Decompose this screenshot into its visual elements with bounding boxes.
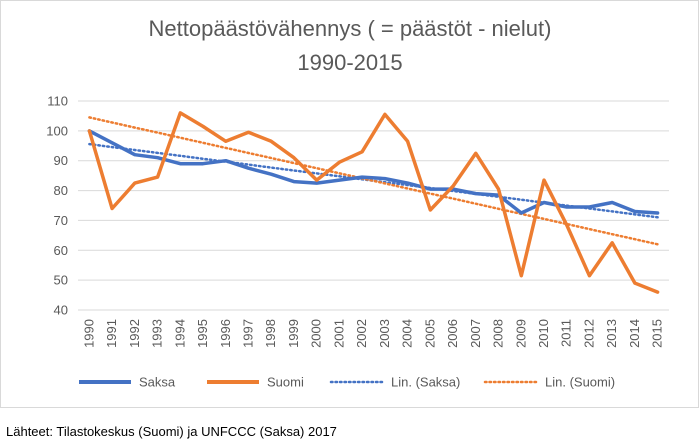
x-tick-label: 2000 <box>309 319 324 348</box>
y-tick-label: 110 <box>47 94 68 109</box>
y-tick-label: 50 <box>54 273 68 288</box>
x-tick-label: 1997 <box>240 319 255 348</box>
chart-frame: Nettopäästövähennys ( = päästöt - nielut… <box>0 0 699 408</box>
source-note: Lähteet: Tilastokeskus (Suomi) ja UNFCCC… <box>6 424 337 439</box>
series-line-saksa <box>87 129 660 215</box>
legend-label: Saksa <box>139 375 176 390</box>
legend: Saksa Suomi Lin. (Saksa) Lin. (Suomi) <box>79 375 615 390</box>
gridlines <box>78 100 669 311</box>
chart-title-line-1: Nettopäästövähennys ( = päästöt - nielut… <box>149 16 552 41</box>
x-tick-label: 2002 <box>354 319 369 348</box>
chart-title-line-2: 1990-2015 <box>297 50 402 75</box>
y-axis-tick-labels: 40 50 60 70 80 90 100 110 <box>46 94 68 318</box>
x-tick-label: 2003 <box>377 319 392 348</box>
y-tick-label: 90 <box>54 153 68 168</box>
legend-label: Suomi <box>267 375 304 390</box>
x-tick-label: 1999 <box>286 319 301 348</box>
x-tick-label: 1995 <box>195 319 210 348</box>
x-tick-label: 1991 <box>104 319 119 348</box>
x-tick-label: 2001 <box>331 319 346 348</box>
line-chart: Nettopäästövähennys ( = päästöt - nielut… <box>46 16 669 390</box>
x-tick-label: 1994 <box>172 319 187 348</box>
x-axis-tick-labels: 1990 1991 1992 1993 1994 1995 1996 1997 1998 1999… <box>81 319 664 348</box>
x-tick-label: 1990 <box>81 319 96 348</box>
x-tick-label: 2009 <box>513 319 528 348</box>
x-tick-label: 2004 <box>400 319 415 348</box>
y-tick-label: 40 <box>54 303 68 318</box>
x-tick-label: 2012 <box>581 319 596 348</box>
y-tick-label: 70 <box>54 213 68 228</box>
x-tick-label: 2008 <box>491 319 506 348</box>
legend-label: Lin. (Saksa) <box>391 375 460 390</box>
x-tick-label: 2015 <box>650 319 665 348</box>
x-tick-label: 2006 <box>445 319 460 348</box>
y-tick-label: 60 <box>54 243 68 258</box>
x-tick-label: 2010 <box>536 319 551 348</box>
series-lines <box>87 111 660 294</box>
y-tick-label: 100 <box>46 123 68 138</box>
x-tick-label: 2011 <box>559 319 574 347</box>
x-tick-label: 1992 <box>127 319 142 348</box>
x-tick-label: 2014 <box>627 319 642 348</box>
x-tick-label: 1998 <box>263 319 278 348</box>
x-tick-label: 2013 <box>604 319 619 348</box>
x-tick-label: 1993 <box>150 319 165 348</box>
x-tick-label: 2007 <box>468 319 483 348</box>
x-tick-label: 2005 <box>422 319 437 348</box>
series-line-suomi <box>87 111 660 294</box>
y-tick-label: 80 <box>54 183 68 198</box>
legend-label: Lin. (Suomi) <box>545 375 615 390</box>
x-tick-label: 1996 <box>218 319 233 348</box>
series-line-lin-suomi <box>88 116 659 246</box>
